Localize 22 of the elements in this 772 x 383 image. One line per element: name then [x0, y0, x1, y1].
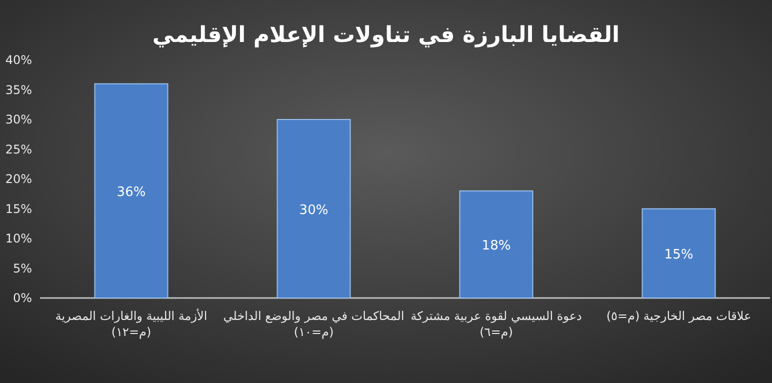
x-tick-label: علاقات مصر الخارجية (م=٥) [606, 309, 752, 323]
x-tick-label: المحاكمات في مصر والوضع الداخلي (م=١٠) [223, 309, 404, 339]
y-tick-label: 20% [5, 172, 32, 186]
x-tick-label: دعوة السيسي لقوة عربية مشتركة (م=٦) [410, 309, 582, 339]
y-tick-label: 35% [5, 82, 32, 97]
y-tick-label: 5% [12, 261, 32, 276]
y-tick-label: 15% [5, 202, 32, 216]
bar [459, 190, 534, 298]
y-tick-label: 40% [5, 53, 32, 67]
data-label: 18% [482, 238, 511, 254]
bar [642, 208, 716, 298]
x-tick-label: الأزمة الليبية والغارات المصرية (م=١٢) [55, 308, 208, 339]
bar [276, 119, 351, 298]
y-tick-label: 30% [5, 112, 32, 126]
y-tick-label: 10% [5, 232, 32, 246]
data-label: 30% [299, 202, 328, 218]
data-label: 15% [664, 247, 694, 262]
bar [94, 83, 168, 298]
data-label: 36% [116, 184, 146, 200]
y-tick-label: 0% [12, 291, 32, 305]
y-tick-label: 25% [5, 142, 32, 156]
chart-title: القضايا البارزة في تناولات الإعلام الإقليمي [152, 23, 620, 48]
